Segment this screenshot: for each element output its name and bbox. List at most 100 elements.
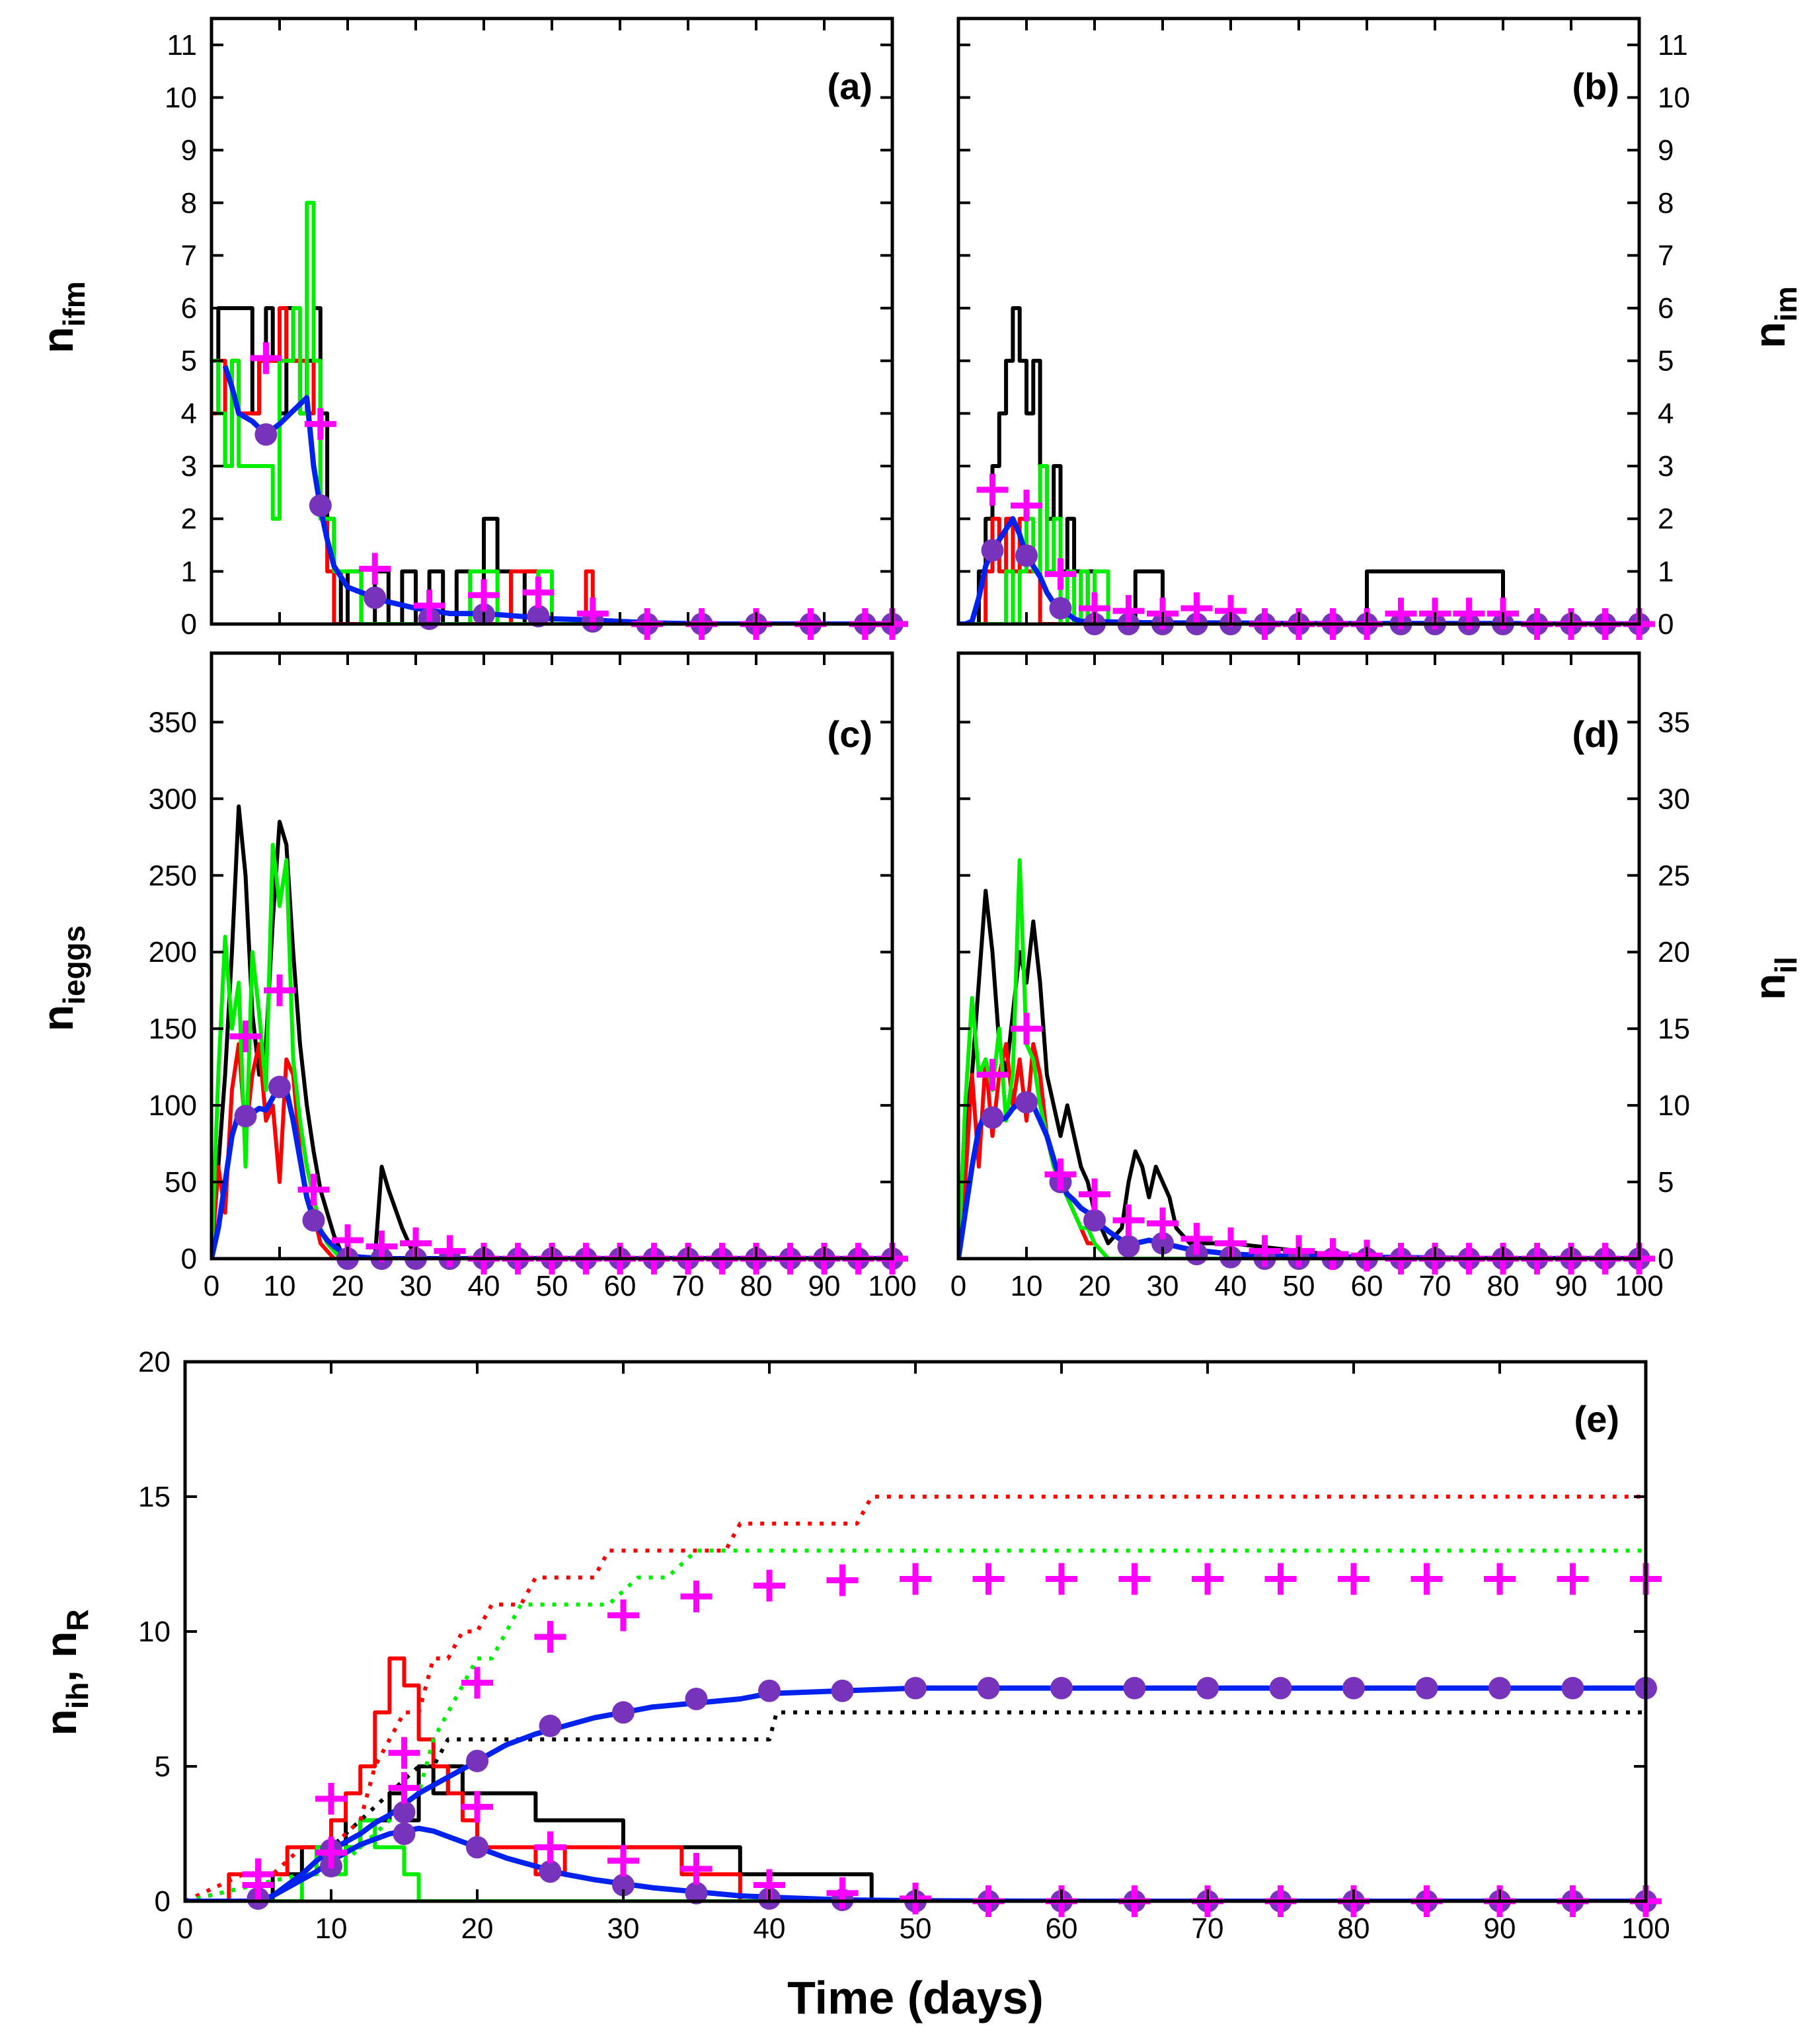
y-axis: 0 5 10 15 20 (138, 1346, 1646, 1918)
y-tick-label: 6 (1658, 292, 1674, 325)
data-point (1083, 1209, 1106, 1232)
data-point (685, 1688, 708, 1710)
y-tick-label: 10 (1658, 1089, 1690, 1122)
series-line (222, 365, 892, 624)
plot-area (958, 858, 1639, 1259)
y-tick-label: 3 (181, 450, 197, 483)
x-tick-label: 50 (900, 1912, 932, 1945)
data-point (1123, 1676, 1146, 1700)
y-axis-title: nih, nR (36, 1609, 95, 1735)
y-axis-title: nifm (33, 281, 91, 353)
data-point (539, 1714, 562, 1737)
data-point (1484, 1563, 1516, 1595)
data-point (1488, 1676, 1511, 1700)
series-line (958, 888, 1639, 1259)
data-point (612, 1701, 635, 1724)
y-tick-label: 200 (149, 936, 197, 968)
data-point (413, 590, 445, 622)
data-point (242, 1869, 274, 1901)
x-tick-label: 10 (1011, 1270, 1043, 1302)
y-tick-label: 30 (1658, 783, 1690, 815)
x-tick-label: 0 (177, 1912, 193, 1945)
data-point (900, 1563, 931, 1595)
y-tick-label: 10 (138, 1616, 171, 1648)
panel-b: 0 1 2 3 4 5 6 7 8 9 10 11 (b) nim (956, 17, 1803, 641)
data-point (461, 1667, 493, 1699)
data-point (607, 1599, 639, 1631)
x-tick-label: 60 (1351, 1270, 1383, 1302)
y-tick-label: 100 (149, 1089, 197, 1122)
x-tick-label: 100 (1615, 1270, 1663, 1302)
y-axis: 0 1 2 3 4 5 6 7 8 9 10 11 (958, 29, 1690, 641)
panel-tag: (e) (1574, 1398, 1619, 1440)
data-point (826, 1877, 859, 1909)
series-line (958, 1042, 1639, 1259)
data-point (366, 1230, 398, 1263)
y-tick-label: 10 (165, 81, 197, 114)
x-tick-label: 10 (315, 1912, 348, 1945)
y-tick-label: 15 (138, 1481, 171, 1513)
panel-d: 0 5 10 15 20 25 30 35 0 10 20 30 40 50 60 70 80 90 100 (d) n… (950, 651, 1803, 1302)
data-point (1011, 489, 1042, 522)
data-point (1196, 1676, 1219, 1700)
y-tick-label: 5 (1658, 345, 1674, 377)
x-tick-label: 90 (1555, 1270, 1588, 1302)
data-point (758, 1679, 781, 1702)
data-point (461, 1791, 493, 1823)
data-point (1015, 1091, 1038, 1114)
y-axis-title: nim (1745, 286, 1803, 348)
x-axis (210, 19, 894, 624)
data-point (904, 1676, 927, 1700)
data-point (1044, 1158, 1077, 1191)
data-point (680, 1853, 713, 1885)
data-point (1342, 1676, 1365, 1700)
panel-a: 0 1 2 3 4 5 6 7 8 9 10 11 (a) nifm (33, 17, 908, 641)
data-point (468, 579, 500, 611)
x-tick-label: 70 (1419, 1270, 1451, 1302)
data-point (1180, 592, 1213, 625)
x-tick-label: 30 (607, 1912, 640, 1945)
data-point (393, 1823, 416, 1845)
data-point (534, 1831, 566, 1864)
panel-tag: (d) (1572, 713, 1619, 755)
series-line (185, 1656, 1646, 1901)
y-tick-label: 0 (181, 1243, 197, 1275)
y-tick-label: 8 (1658, 187, 1674, 219)
data-point (302, 1209, 325, 1232)
data-point (315, 1782, 347, 1815)
data-point (527, 605, 550, 628)
data-point (229, 1020, 262, 1052)
plot-frame (210, 651, 894, 1261)
y-tick-label: 2 (181, 503, 197, 535)
x-tick-label: 70 (1192, 1912, 1224, 1945)
data-point (1317, 1238, 1349, 1271)
y-tick-label: 35 (1658, 706, 1690, 738)
x-tick-label: 20 (332, 1270, 364, 1302)
y-tick-label: 20 (1658, 936, 1690, 968)
mean-circle-markers (254, 423, 904, 635)
data-point (315, 1836, 347, 1869)
x-tick-label: 10 (264, 1270, 296, 1302)
x-tick-label: 30 (1147, 1270, 1179, 1302)
data-point (826, 1564, 859, 1596)
data-point (1561, 1676, 1584, 1700)
panel-tag: (b) (1572, 65, 1619, 107)
data-point (1264, 1563, 1297, 1595)
y-tick-label: 5 (155, 1750, 171, 1783)
data-point (1044, 558, 1077, 590)
x-tick-label: 40 (753, 1912, 786, 1945)
y-tick-label: 1 (181, 555, 197, 588)
data-point (309, 494, 332, 517)
x-tick-label: 30 (400, 1270, 432, 1302)
y-tick-label: 10 (1658, 81, 1690, 114)
series-line (958, 858, 1639, 1259)
y-tick-label: 7 (181, 239, 197, 272)
data-point (297, 1173, 330, 1206)
y-axis: 0 1 2 3 4 5 6 7 8 9 10 11 (165, 29, 892, 641)
data-point (1410, 1563, 1443, 1595)
y-tick-label: 1 (1658, 555, 1674, 588)
y-tick-label: 50 (165, 1166, 197, 1199)
data-point (268, 1076, 291, 1099)
data-point (1151, 1232, 1174, 1255)
